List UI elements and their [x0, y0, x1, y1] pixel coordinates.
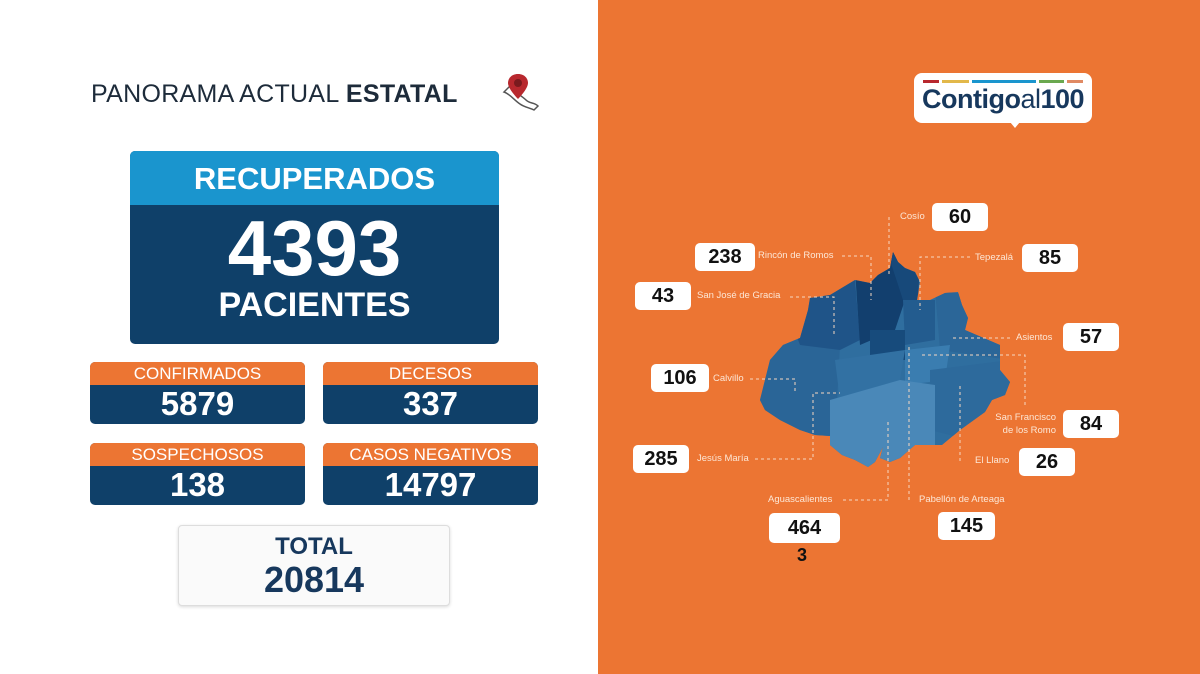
page-title: PANORAMA ACTUAL ESTATAL [91, 80, 458, 109]
negative-cases-label: CASOS NEGATIVOS [323, 443, 538, 466]
title-light: PANORAMA ACTUAL [91, 80, 339, 108]
logo-color-bars [923, 80, 1083, 83]
recovered-value: 4393 [227, 204, 402, 292]
leader-lines [750, 217, 1026, 501]
recovered-unit: PACIENTES [218, 286, 411, 324]
overflow-digit: 3 [797, 545, 808, 565]
deaths-value: 337 [402, 385, 459, 422]
mexico-map-pin-icon [502, 74, 540, 111]
total-value: 20814 [263, 559, 365, 600]
suspected-label: SOSPECHOSOS [90, 443, 305, 466]
title-bold: ESTATAL [345, 80, 458, 108]
recovered-card: RECUPERADOS 4393 PACIENTES [130, 151, 499, 344]
negative-cases-value: 14797 [384, 466, 477, 503]
left-panel: PANORAMA ACTUAL ESTATAL RECUPERADOS 4393… [0, 0, 598, 674]
recovered-label: RECUPERADOS [130, 151, 499, 205]
total-label: TOTAL [275, 533, 353, 560]
contigo-al-100-logo: Contigoal100 [914, 73, 1092, 128]
region-tepezala [903, 300, 935, 345]
confirmed-label: CONFIRMADOS [90, 362, 305, 385]
negative-cases-card: CASOS NEGATIVOS 14797 [323, 443, 538, 505]
deaths-card: DECESOS 337 [323, 362, 538, 424]
total-card: TOTAL 20814 [178, 525, 450, 606]
confirmed-value: 5879 [160, 385, 235, 422]
region-san-jose-de-gracia [780, 280, 860, 350]
region-jesus-maria [835, 350, 905, 400]
confirmed-card: CONFIRMADOS 5879 [90, 362, 305, 424]
deaths-label: DECESOS [323, 362, 538, 385]
suspected-value: 138 [169, 466, 226, 503]
suspected-card: SOSPECHOSOS 138 [90, 443, 305, 505]
